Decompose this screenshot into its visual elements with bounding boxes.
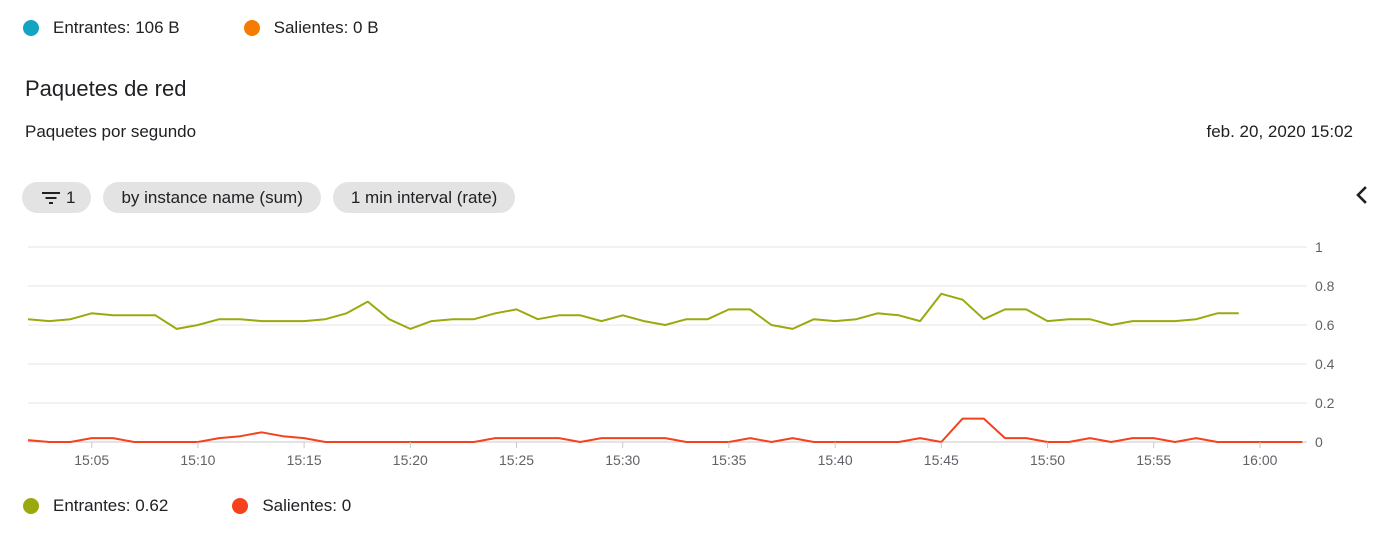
legend-dot-salientes	[232, 498, 249, 514]
x-tick-label: 15:15	[287, 452, 322, 468]
x-tick-label: 16:00	[1242, 452, 1277, 468]
legend-label-salientes-bytes: Salientes: 0 B	[273, 18, 379, 37]
legend-item-entrantes[interactable]: Entrantes: 0.62	[23, 496, 168, 516]
x-tick-label: 15:10	[180, 452, 215, 468]
y-tick-label: 1	[1315, 239, 1323, 255]
chart-gridlines	[28, 246, 1307, 443]
series-line-entrantes	[27, 292, 1239, 330]
y-tick-label: 0.2	[1315, 395, 1335, 411]
filter-icon	[42, 191, 60, 204]
chart-series	[27, 292, 1303, 443]
legend-dot-entrantes	[23, 498, 39, 514]
chart-subtitle: Paquetes por segundo	[25, 122, 197, 141]
chart-controls: 1 by instance name (sum) 1 min interval …	[22, 182, 527, 213]
x-tick-label: 15:30	[605, 452, 640, 468]
line-chart: 0 0.2 0.4 0.6 0.8 1 15:05 15:10 15:15 15:20 15:25…	[27, 239, 1335, 468]
bottom-legend: Entrantes: 0.62 Salientes: 0	[23, 496, 415, 516]
y-tick-label: 0.4	[1315, 356, 1335, 372]
legend-label-salientes: Salientes: 0	[262, 496, 352, 515]
group-by-label: by instance name (sum)	[121, 187, 303, 207]
x-tick-label: 15:35	[711, 452, 746, 468]
group-by-chip[interactable]: by instance name (sum)	[103, 182, 321, 213]
filter-count: 1	[66, 187, 76, 207]
interval-chip[interactable]: 1 min interval (rate)	[332, 182, 516, 213]
legend-dot-entrantes-bytes	[23, 20, 39, 36]
x-tick-label: 15:50	[1030, 452, 1065, 468]
filter-chip[interactable]: 1	[22, 182, 92, 213]
series-line-salientes	[27, 417, 1303, 443]
interval-label: 1 min interval (rate)	[350, 187, 498, 207]
y-tick-label: 0.8	[1315, 278, 1335, 294]
legend-label-entrantes-bytes: Entrantes: 106 B	[53, 18, 180, 37]
x-tick-label: 15:25	[499, 452, 534, 468]
x-tick-label: 15:20	[393, 452, 428, 468]
chevron-left-icon[interactable]	[1352, 184, 1372, 206]
y-tick-label: 0.6	[1315, 317, 1335, 333]
y-tick-label: 0	[1315, 434, 1323, 450]
x-axis: 15:05 15:10 15:15 15:20 15:25 15:30 15:35 15:40…	[74, 442, 1278, 468]
y-axis: 0 0.2 0.4 0.6 0.8 1	[1315, 239, 1335, 450]
chart-timestamp: feb. 20, 2020 15:02	[1206, 122, 1353, 141]
legend-item-salientes-bytes[interactable]: Salientes: 0 B	[243, 18, 379, 38]
x-tick-label: 15:40	[818, 452, 853, 468]
x-tick-label: 15:05	[74, 452, 109, 468]
legend-item-entrantes-bytes[interactable]: Entrantes: 106 B	[23, 18, 180, 38]
x-tick-label: 15:55	[1136, 452, 1171, 468]
top-legend: Entrantes: 106 B Salientes: 0 B	[23, 18, 443, 38]
legend-item-salientes[interactable]: Salientes: 0	[232, 496, 351, 516]
x-tick-label: 15:45	[924, 452, 959, 468]
legend-dot-salientes-bytes	[243, 20, 260, 36]
legend-label-entrantes: Entrantes: 0.62	[53, 496, 169, 515]
chart-title: Paquetes de red	[25, 76, 187, 101]
